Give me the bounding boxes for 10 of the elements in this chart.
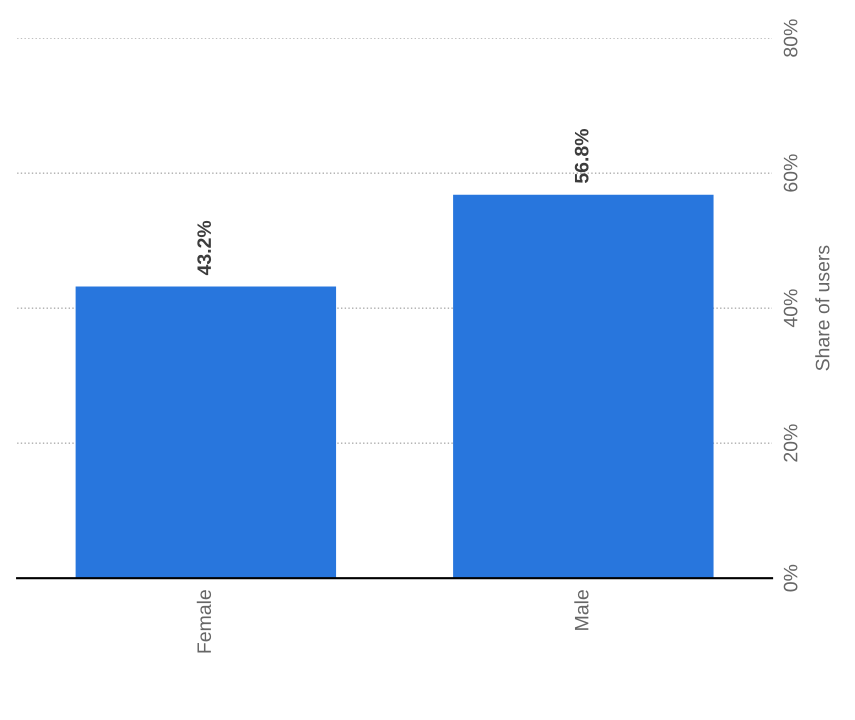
x-tick-label: Male: [574, 590, 589, 630]
y-axis-title: Share of users: [815, 246, 830, 370]
data-label: 56.8%: [574, 129, 589, 184]
data-label: 43.2%: [197, 220, 212, 276]
y-tick-label: 80%: [784, 19, 798, 57]
y-tick-label: 40%: [784, 289, 798, 328]
x-tick-label: Female: [196, 590, 212, 653]
y-tick-label: 60%: [784, 154, 798, 192]
y-tick-label: 20%: [784, 424, 798, 462]
y-tick-label: 0%: [784, 564, 798, 592]
